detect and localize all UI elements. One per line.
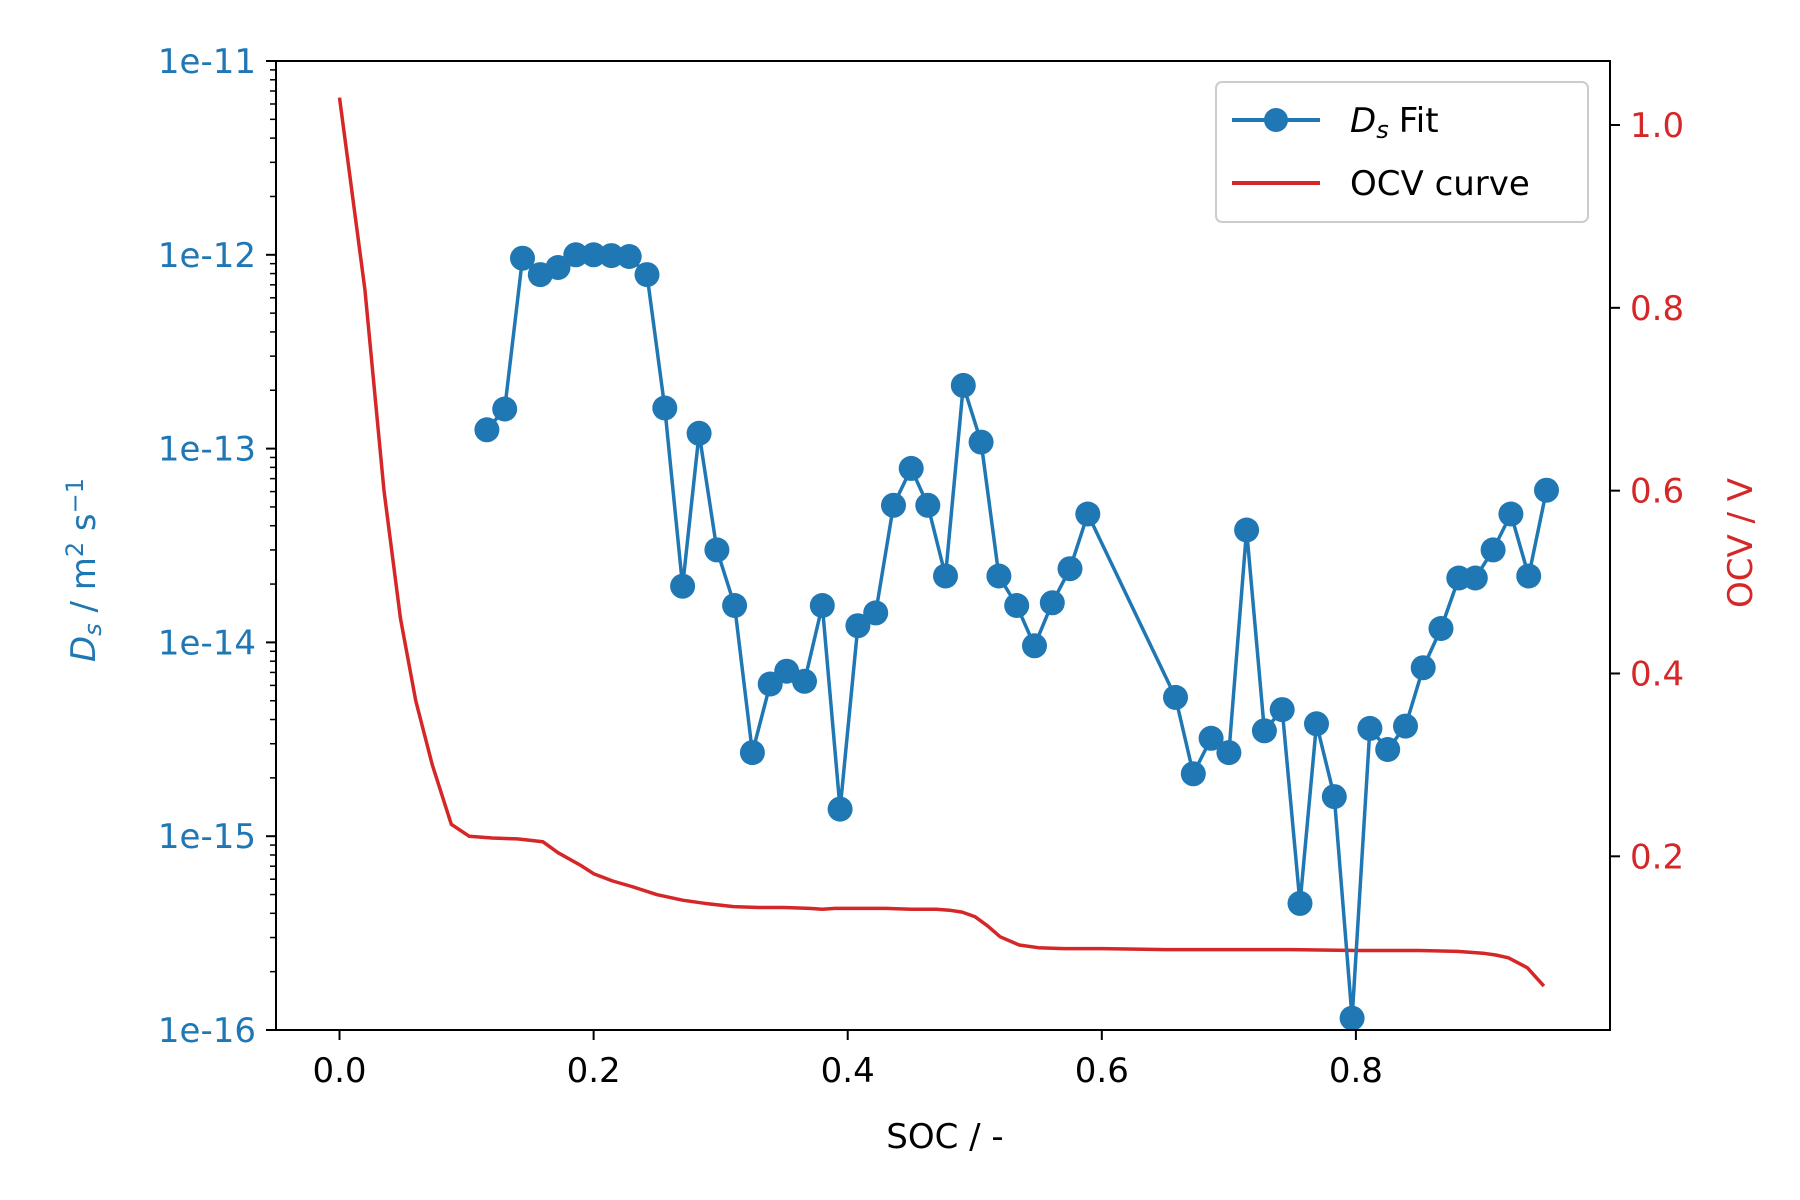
ds-fit-point	[1498, 501, 1524, 527]
ds-fit-point	[1339, 1005, 1365, 1031]
ds-fit-point	[1075, 501, 1101, 527]
ds-fit-point	[1410, 655, 1436, 681]
y-left-axis: 1e-16 1e-15 1e-14 1e-13 1e-12 1e-11	[158, 42, 276, 1051]
ds-fit-point	[1428, 616, 1454, 641]
y-right-tick-label: 0.2	[1630, 837, 1684, 877]
ds-fit-point	[1480, 537, 1506, 563]
ds-fit-point	[1321, 784, 1347, 810]
ds-fit-point	[1039, 590, 1065, 616]
y-right-tick-label: 0.4	[1630, 654, 1684, 694]
ds-series-layer	[474, 242, 1559, 1031]
ds-fit-point	[510, 245, 535, 271]
y-left-tick-label: 1e-12	[158, 236, 256, 276]
x-tick-label: 0.6	[1075, 1051, 1129, 1091]
y-right-axis-title: OCV / V	[1721, 478, 1761, 608]
ds-fit-point	[809, 593, 835, 618]
ds-fit-point	[545, 255, 571, 280]
ds-fit-point	[1057, 556, 1083, 582]
ds-fit-point	[845, 613, 871, 639]
ds-fit-point	[898, 455, 924, 481]
ds-fit-point	[722, 593, 748, 618]
y-left-title-sup2: −1	[61, 478, 89, 513]
ds-fit-point	[1375, 737, 1401, 762]
ds-fit-point	[1357, 715, 1383, 741]
ds-fit-point	[739, 740, 765, 766]
ds-fit-point	[1180, 761, 1206, 787]
legend-ds-label: Ds Fit	[1350, 101, 1439, 144]
legend-ds-symbol: D	[1350, 101, 1376, 141]
ds-fit-point	[634, 262, 660, 288]
ds-fit-point	[792, 668, 817, 694]
ds-fit-point	[1304, 711, 1329, 737]
ds-fit-point	[1462, 565, 1488, 591]
ds-fit-point	[1198, 725, 1224, 751]
ds-fit-point	[616, 244, 642, 269]
y-left-tick-label: 1e-14	[158, 623, 256, 663]
ds-fit-point	[915, 492, 941, 518]
legend-ds-subscript: s	[1376, 116, 1389, 144]
y-left-tick-label: 1e-16	[158, 1011, 256, 1051]
legend-ocv-label: OCV curve	[1350, 164, 1530, 204]
ocv-series-layer	[337, 97, 1546, 988]
y-left-title-sup1: 2	[61, 542, 89, 557]
y-left-tick-label: 1e-13	[158, 430, 256, 470]
ds-fit-point	[1251, 718, 1277, 744]
y-left-title-subscript: s	[79, 623, 107, 636]
legend: Ds Fit OCV curve	[1215, 81, 1589, 223]
y-right-tick-label: 1.0	[1630, 106, 1684, 146]
ds-fit-point	[581, 242, 607, 268]
ds-fit-point	[1516, 563, 1542, 589]
ds-fit-point	[986, 563, 1012, 589]
ds-fit-point	[1163, 684, 1188, 710]
ds-fit-point	[598, 243, 624, 269]
ds-fit-point	[1022, 633, 1047, 659]
ds-fit-point	[1269, 697, 1295, 723]
ds-fit-point	[881, 492, 906, 518]
y-left-title-symbol: D	[64, 636, 104, 662]
ds-fit-point	[863, 600, 889, 626]
ds-fit-point	[968, 429, 994, 455]
ds-fit-point	[704, 537, 730, 563]
x-axis-title: SOC / -	[886, 1117, 1003, 1157]
ds-fit-point	[1234, 517, 1260, 543]
y-left-title-units-mid: s	[64, 513, 104, 542]
ds-fit-point	[686, 420, 712, 446]
y-right-tick-label: 0.6	[1630, 472, 1684, 512]
y-right-axis: 0.2 0.4 0.6 0.8 1.0	[1610, 106, 1684, 877]
legend-ds-marker	[1264, 108, 1288, 132]
ds-fit-point	[827, 796, 853, 822]
ds-fit-point	[492, 396, 518, 422]
ds-fit-point	[1004, 593, 1030, 618]
ds-fit-point	[1534, 477, 1559, 503]
ds-fit-point	[1216, 740, 1242, 766]
y-left-tick-label: 1e-11	[158, 42, 256, 82]
legend-box	[1215, 81, 1589, 223]
ds-fit-point	[670, 573, 696, 599]
ds-fit-point	[474, 417, 500, 443]
legend-ds-name: Fit	[1399, 101, 1439, 141]
x-axis: 0.0 0.2 0.4 0.6 0.8	[312, 1030, 1383, 1091]
ds-fit-point	[1393, 713, 1418, 739]
y-left-axis-title: Ds / m2 s−1	[61, 478, 107, 662]
y-right-tick-label: 0.8	[1630, 289, 1684, 329]
y-left-tick-label: 1e-15	[158, 817, 256, 857]
ds-fit-point	[1287, 890, 1313, 916]
x-tick-label: 0.0	[312, 1051, 366, 1091]
ds-fit-point	[933, 563, 958, 589]
ocv-curve-line	[337, 97, 1546, 988]
ds-fit-point	[652, 395, 678, 421]
ds-fit-point	[950, 372, 976, 398]
x-tick-label: 0.2	[567, 1051, 621, 1091]
plot-frame	[275, 60, 1611, 1031]
x-tick-label: 0.4	[821, 1051, 875, 1091]
ds-fit-point	[563, 242, 589, 268]
y-left-title-units: / m	[64, 557, 104, 623]
x-tick-label: 0.8	[1329, 1051, 1383, 1091]
